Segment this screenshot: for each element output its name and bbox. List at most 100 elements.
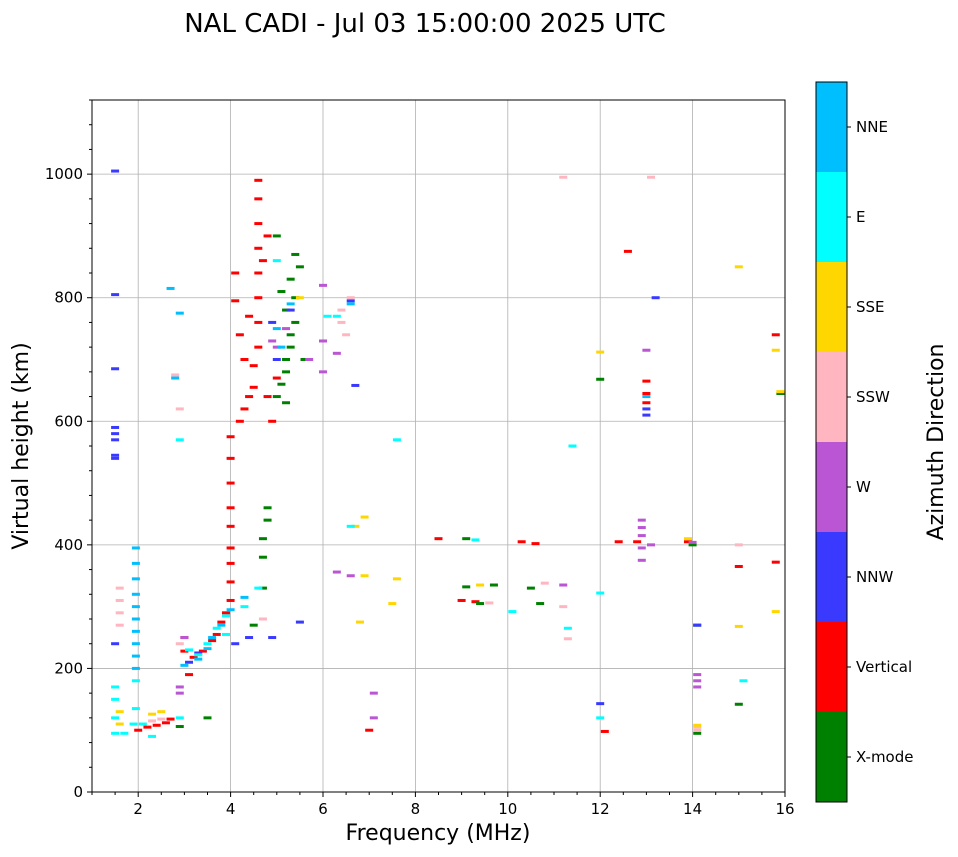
data-point-nne (194, 657, 203, 661)
data-point-w (637, 534, 646, 538)
data-point-vertical (217, 620, 226, 624)
data-point-vertical (254, 222, 263, 226)
data-point-vertical (771, 333, 780, 337)
data-point-vertical (185, 673, 194, 677)
data-point-w (305, 358, 314, 361)
data-point-ssw (148, 719, 157, 723)
data-point-vertical (734, 564, 743, 568)
x-tick-label: 16 (775, 800, 794, 818)
data-point-w (272, 345, 281, 349)
data-point-vertical (208, 639, 217, 643)
data-point-w (369, 716, 378, 720)
data-point-nne (180, 663, 189, 667)
colorbar-category-label: X-mode (856, 748, 913, 766)
data-point-nne (131, 605, 140, 609)
data-point-w (346, 574, 355, 578)
colorbar-category-label: W (856, 478, 871, 496)
data-point-vertical (226, 506, 235, 510)
data-point-vertical (254, 178, 263, 182)
data-point-x-mode (596, 377, 605, 381)
data-point-nne (166, 286, 175, 290)
x-tick-label: 4 (226, 800, 236, 818)
data-point-e (323, 314, 332, 318)
data-point-nne (131, 654, 140, 658)
data-point-vertical (642, 391, 651, 395)
data-point-ssw (115, 611, 124, 615)
data-point-nnw (185, 660, 194, 664)
data-point-vertical (235, 419, 244, 423)
data-point-nnw (231, 642, 240, 646)
data-point-nne (131, 577, 140, 581)
data-point-w (642, 348, 651, 352)
data-point-vertical (235, 333, 244, 337)
data-point-nne (175, 311, 184, 315)
data-point-vertical (254, 296, 263, 300)
data-point-w (332, 351, 341, 355)
data-point-nnw (295, 620, 304, 624)
data-point-x-mode (291, 252, 300, 256)
data-point-w (637, 558, 646, 562)
colorbar-category-label: Vertical (856, 658, 912, 676)
data-point-nne (171, 376, 180, 380)
data-point-nnw (272, 358, 281, 361)
data-point-nne (286, 302, 295, 306)
data-point-vertical (258, 259, 267, 263)
data-point-w (693, 673, 702, 677)
data-point-e (111, 731, 120, 735)
y-tick-label: 800 (54, 289, 83, 307)
data-point-sse (355, 620, 364, 624)
data-point-nnw (286, 308, 295, 312)
x-tick-label: 10 (498, 800, 517, 818)
data-point-x-mode (734, 702, 743, 706)
data-point-vertical (365, 728, 374, 732)
plot-frame (91, 99, 786, 793)
colorbar-segment (816, 262, 847, 352)
data-point-ssw (157, 717, 166, 721)
colorbar-category-label: NNW (856, 568, 893, 586)
data-point-e (563, 626, 572, 630)
data-point-vertical (245, 395, 254, 399)
data-point-nnw (111, 293, 120, 297)
data-point-vertical (249, 385, 258, 389)
data-point-x-mode (693, 731, 702, 735)
data-point-ssw (346, 296, 355, 300)
data-point-vertical (263, 395, 272, 399)
data-point-vertical (226, 546, 235, 550)
data-point-vertical (166, 717, 175, 721)
data-point-ssw (734, 543, 743, 547)
data-point-vertical (249, 364, 258, 368)
data-point-vertical (226, 435, 235, 439)
data-point-e (194, 653, 203, 657)
data-point-vertical (245, 314, 254, 318)
data-point-vertical (189, 655, 198, 659)
data-point-ssw (175, 407, 184, 411)
data-point-ssw (647, 175, 656, 179)
data-point-w (175, 685, 184, 689)
x-axis-label: Frequency (MHz) (346, 821, 531, 846)
data-point-e (346, 524, 355, 528)
data-point-sse (693, 723, 702, 727)
data-point-ssw (115, 586, 124, 590)
data-point-x-mode (249, 623, 258, 627)
data-point-vertical (457, 598, 466, 602)
data-point-nne (277, 345, 286, 349)
data-point-ssw (693, 728, 702, 732)
data-point-vertical (134, 728, 143, 732)
colorbar-segment (816, 82, 847, 172)
data-point-nnw (111, 432, 120, 436)
data-point-nne (217, 623, 226, 627)
data-point-w (332, 570, 341, 574)
data-point-ssw (540, 581, 549, 585)
data-point-x-mode (526, 586, 535, 590)
data-point-x-mode (175, 725, 184, 729)
data-point-x-mode (282, 308, 291, 312)
data-point-sse (360, 515, 369, 519)
data-point-sse (388, 602, 397, 606)
data-point-vertical (240, 407, 249, 411)
data-point-vertical (683, 540, 692, 544)
data-point-w (282, 327, 291, 331)
data-point-ssw (337, 320, 346, 324)
data-point-vertical (642, 379, 651, 383)
data-point-e (272, 259, 281, 263)
